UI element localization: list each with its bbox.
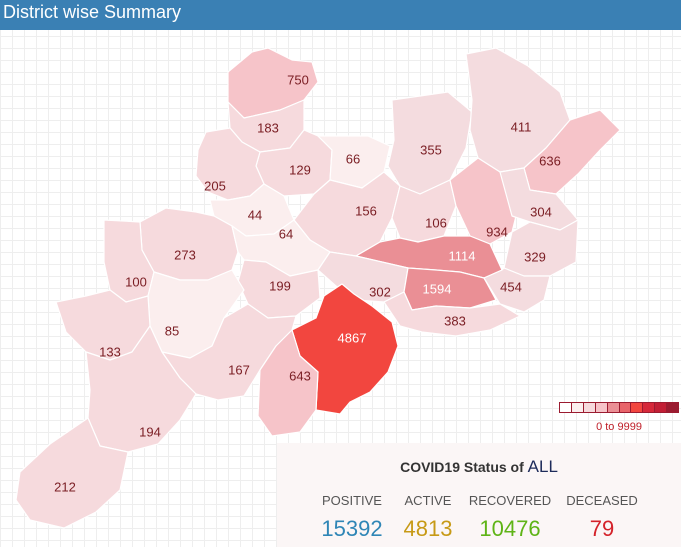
legend-swatch — [643, 403, 656, 412]
district-d-south-4[interactable] — [257, 329, 319, 437]
district-label: 383 — [444, 313, 466, 328]
positive-stat: POSITIVE 15392 — [297, 493, 407, 542]
district-label: 44 — [248, 207, 262, 222]
district-label: 133 — [99, 344, 121, 359]
district-label: 304 — [530, 204, 552, 219]
district-label: 411 — [511, 119, 532, 134]
status-region: ALL — [527, 457, 558, 476]
district-label: 1594 — [423, 281, 452, 296]
status-panel: COVID19 Status of ALL POSITIVE 15392 ACT… — [277, 443, 681, 547]
legend-swatch — [607, 403, 620, 412]
page-header: District wise Summary — [0, 0, 681, 30]
district-label: 205 — [204, 178, 226, 193]
district-label: 329 — [524, 249, 546, 264]
district-label: 355 — [420, 142, 442, 157]
deceased-value: 79 — [589, 516, 615, 541]
district-label: 212 — [54, 479, 76, 494]
legend-swatch — [667, 403, 679, 412]
active-label: ACTIVE — [404, 493, 452, 508]
district-d-east-3[interactable] — [503, 219, 579, 277]
legend-swatch — [583, 403, 596, 412]
recovered-value: 10476 — [479, 516, 541, 541]
legend-color-scale — [559, 402, 679, 413]
district-d-east-4[interactable] — [483, 267, 551, 313]
deceased-label: DECEASED — [566, 493, 638, 508]
positive-value: 15392 — [321, 516, 383, 541]
district-label: 129 — [289, 162, 311, 177]
legend: 0 to 9999 — [559, 402, 679, 433]
district-label: 106 — [425, 215, 447, 230]
district-label: 64 — [279, 226, 293, 241]
legend-swatch — [655, 403, 668, 412]
district-label: 273 — [174, 247, 196, 262]
district-label: 167 — [228, 362, 250, 377]
deceased-stat: DECEASED 79 — [559, 493, 645, 542]
legend-swatch — [560, 403, 572, 412]
positive-label: POSITIVE — [322, 493, 382, 508]
district-d-south-6[interactable] — [15, 417, 129, 529]
district-d-south-1[interactable] — [383, 291, 521, 337]
district-label: 454 — [500, 279, 522, 294]
status-title: COVID19 Status of ALL — [277, 457, 681, 477]
district-label: 100 — [125, 274, 147, 289]
district-label: 4867 — [338, 330, 367, 345]
district-label: 66 — [346, 151, 360, 166]
district-label: 85 — [165, 323, 179, 338]
status-title-text: COVID19 Status of — [400, 459, 524, 475]
recovered-label: RECOVERED — [468, 493, 552, 508]
legend-swatch — [571, 403, 584, 412]
district-label: 156 — [355, 203, 377, 218]
district-label: 750 — [287, 72, 309, 87]
district-label: 199 — [269, 278, 291, 293]
recovered-stat: RECOVERED 10476 — [465, 493, 555, 542]
district-label: 1114 — [449, 248, 476, 263]
district-label: 934 — [486, 224, 508, 239]
district-label: 636 — [539, 153, 561, 168]
legend-swatch — [595, 403, 608, 412]
district-label: 643 — [289, 368, 311, 383]
legend-range-label: 0 to 9999 — [596, 421, 642, 433]
district-d-center-6[interactable] — [237, 259, 321, 319]
page-title: District wise Summary — [3, 2, 182, 22]
active-value: 4813 — [403, 516, 453, 541]
legend-swatch — [619, 403, 632, 412]
district-map: 750 183 129 66 355 411 636 205 44 156 106 934 304 273… — [15, 47, 621, 529]
active-stat: ACTIVE 4813 — [387, 493, 469, 542]
district-label: 194 — [139, 424, 161, 439]
district-label: 302 — [369, 284, 391, 299]
legend-swatch — [631, 403, 644, 412]
district-label: 183 — [257, 120, 279, 135]
